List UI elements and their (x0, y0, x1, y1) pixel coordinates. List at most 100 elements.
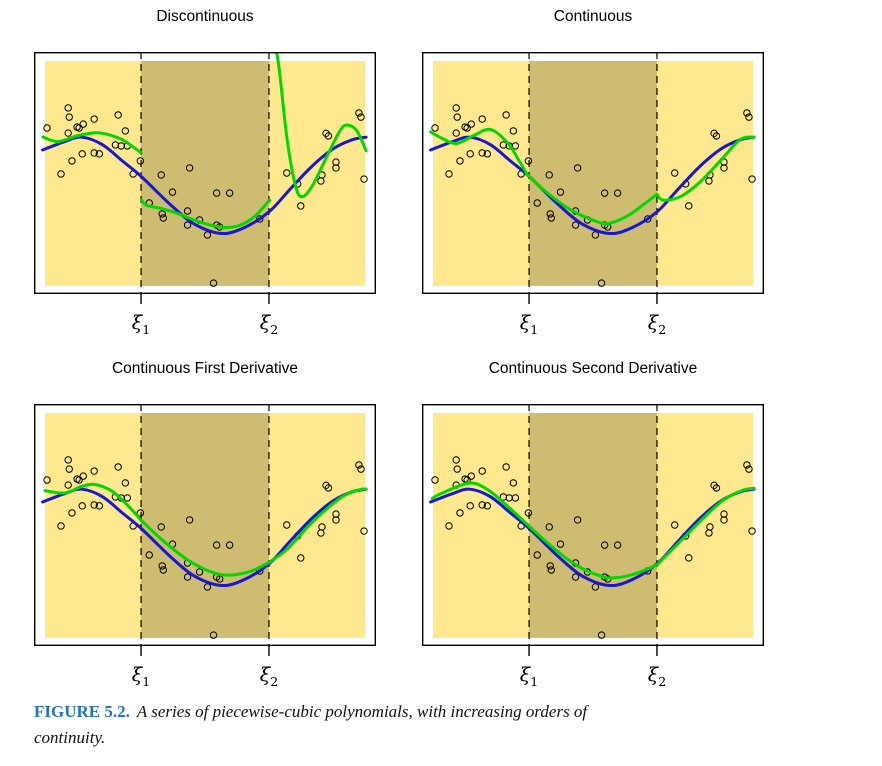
data-point (509, 127, 518, 135)
data-point (573, 164, 582, 172)
data-point (456, 509, 464, 517)
data-point (712, 484, 721, 492)
band-inner-between-knots (141, 61, 269, 286)
data-point (114, 111, 122, 119)
data-point (431, 476, 439, 484)
panel-title-continuous-first-derivative: Continuous First Derivative (111, 360, 299, 377)
data-point (467, 472, 475, 480)
data-point (136, 509, 145, 517)
data-point (360, 527, 368, 535)
scatter-points (43, 104, 368, 287)
data-point (158, 210, 166, 218)
data-point (43, 476, 51, 484)
data-point (478, 115, 486, 123)
data-point (745, 465, 753, 473)
data-point (467, 120, 475, 128)
data-point (509, 479, 518, 487)
data-point (64, 129, 72, 137)
data-point (546, 210, 554, 218)
data-point (463, 124, 471, 132)
data-point (283, 521, 291, 529)
data-point (79, 120, 87, 128)
fitted-spline-curve (430, 481, 529, 526)
data-point (297, 554, 305, 562)
data-point (502, 111, 510, 119)
data-point (57, 170, 65, 178)
data-point (158, 562, 166, 570)
data-point (545, 523, 553, 531)
knot-label-xi1: ξ1 (519, 664, 539, 689)
data-point (65, 113, 73, 121)
data-point (212, 541, 221, 549)
data-point (324, 484, 333, 492)
data-point (743, 109, 751, 117)
data-point (613, 189, 622, 197)
data-point (452, 456, 460, 464)
data-point (157, 171, 165, 179)
data-point (556, 540, 565, 548)
data-point (225, 189, 234, 197)
data-point (524, 157, 533, 165)
data-point (332, 158, 340, 166)
data-point (720, 516, 728, 524)
data-point (209, 279, 218, 287)
data-point (332, 516, 340, 524)
data-point (65, 465, 73, 473)
plot-continuous-second-derivative (422, 404, 764, 656)
data-point (600, 541, 609, 549)
fitted-spline-curve (525, 522, 659, 580)
data-point (360, 175, 368, 183)
data-point (748, 175, 756, 183)
data-point (225, 541, 234, 549)
data-point (90, 467, 98, 475)
data-point (743, 461, 751, 469)
data-point (445, 522, 453, 530)
data-point (68, 157, 76, 165)
data-point (745, 113, 753, 121)
data-point (453, 465, 461, 473)
fitted-spline-curve (655, 486, 756, 567)
caption-text: A series of piecewise-cubic polynomials,… (34, 702, 588, 747)
band-inner-between-knots (529, 61, 657, 286)
data-point (502, 463, 510, 471)
data-point (445, 170, 453, 178)
data-point (571, 573, 580, 581)
data-point (452, 104, 460, 112)
data-point (43, 124, 51, 132)
data-point (57, 522, 65, 530)
band-inner-between-knots (529, 413, 657, 638)
fitted-spline-curve (525, 172, 659, 225)
fitted-spline-curve (139, 519, 271, 577)
data-point (452, 129, 460, 137)
data-point (185, 516, 194, 524)
data-point (355, 461, 363, 469)
data-point (159, 566, 167, 574)
plot-continuous (422, 52, 764, 304)
data-point (671, 169, 679, 177)
data-point (556, 188, 565, 196)
panel-title-continuous-second-derivative: Continuous Second Derivative (488, 360, 698, 377)
data-point (183, 207, 192, 215)
data-point (712, 132, 721, 140)
data-point (283, 169, 291, 177)
fitted-spline-curve (43, 482, 143, 523)
data-point (159, 214, 167, 222)
fitted-spline-curve (429, 127, 529, 176)
figure-caption: FIGURE 5.2. A series of piecewise-cubic p… (34, 699, 796, 751)
data-point (478, 501, 486, 509)
fitted-spline-curve (275, 53, 368, 199)
data-point (183, 573, 192, 581)
scatter-points (43, 456, 368, 639)
true-function-curve (429, 487, 756, 588)
band-inner-between-knots (141, 413, 269, 638)
data-point (644, 215, 652, 223)
data-point (431, 124, 439, 132)
data-point (706, 523, 714, 531)
true-function-curve (41, 487, 368, 588)
fitted-spline-curve (139, 198, 272, 229)
knot-label-xi1: ξ1 (519, 312, 539, 337)
data-point (685, 554, 693, 562)
data-point (466, 150, 474, 158)
data-point (256, 215, 264, 223)
